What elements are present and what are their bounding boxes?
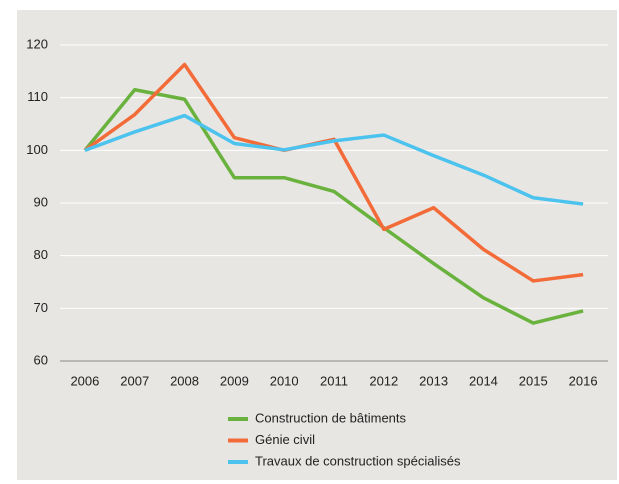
y-tick-label: 110 <box>27 89 48 104</box>
x-tick-label: 2008 <box>170 373 199 388</box>
x-tick-label: 2006 <box>70 373 99 388</box>
x-tick-label: 2016 <box>569 373 598 388</box>
x-tick-label: 2009 <box>220 373 249 388</box>
y-tick-label: 60 <box>34 352 48 367</box>
y-tick-label: 120 <box>26 36 48 51</box>
x-tick-label: 2014 <box>469 373 498 388</box>
x-tick-label: 2015 <box>519 373 548 388</box>
x-tick-label: 2012 <box>369 373 398 388</box>
x-tick-label: 2010 <box>270 373 299 388</box>
legend-label: Travaux de construction spécialisés <box>255 453 461 468</box>
x-tick-label: 2007 <box>120 373 149 388</box>
x-tick-label: 2011 <box>320 373 348 388</box>
legend-label: Construction de bâtiments <box>255 410 407 425</box>
series-line <box>83 88 584 325</box>
y-tick-label: 80 <box>34 247 48 262</box>
series-line <box>84 113 584 206</box>
y-tick-label: 100 <box>26 142 48 157</box>
x-tick-label: 2013 <box>419 373 448 388</box>
legend-label: Génie civil <box>255 432 315 447</box>
chart-background <box>17 10 617 480</box>
y-tick-label: 70 <box>34 300 48 315</box>
y-tick-label: 90 <box>34 194 48 209</box>
